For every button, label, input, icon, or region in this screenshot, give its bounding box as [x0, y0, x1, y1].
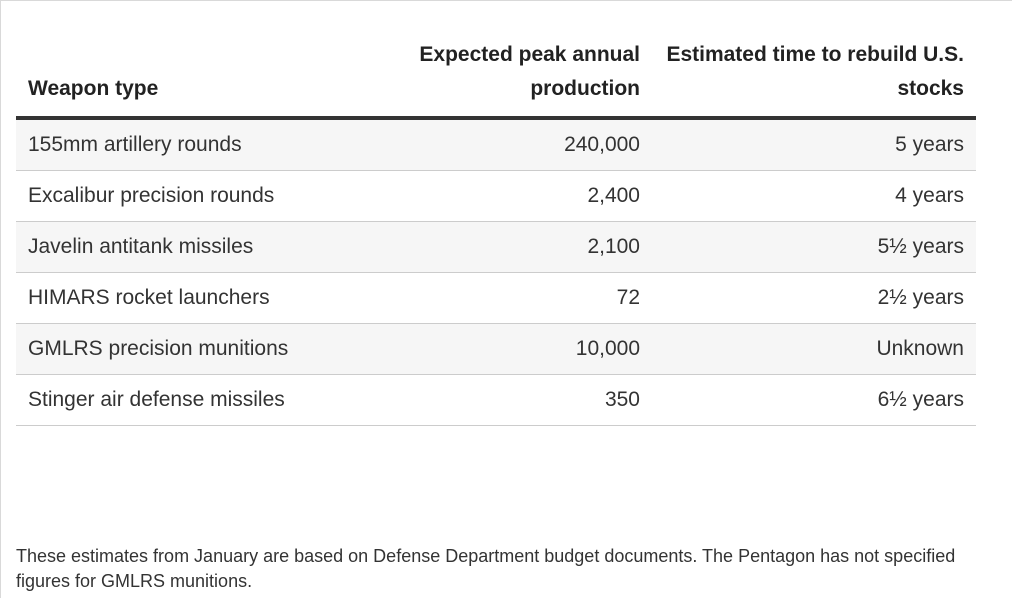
- column-header-weapon-type: Weapon type: [16, 30, 400, 120]
- table-row: Excalibur precision rounds 2,400 4 years: [16, 170, 976, 222]
- rebuild-cell: 2½ years: [652, 272, 976, 324]
- table-row: Stinger air defense missiles 350 6½ year…: [16, 374, 976, 426]
- production-cell: 2,100: [400, 221, 652, 273]
- production-cell: 240,000: [400, 118, 652, 171]
- column-header-rebuild-time: Estimated time to rebuild U.S. stocks: [652, 30, 976, 120]
- weapon-cell: Javelin antitank missiles: [16, 221, 400, 273]
- weapon-cell: HIMARS rocket launchers: [16, 272, 400, 324]
- rebuild-cell: 6½ years: [652, 374, 976, 426]
- frame-left-border: [0, 0, 1, 598]
- production-cell: 2,400: [400, 170, 652, 222]
- table-header-row: Weapon type Expected peak annual product…: [16, 30, 976, 120]
- footnote: These estimates from January are based o…: [16, 546, 956, 591]
- table-row: HIMARS rocket launchers 72 2½ years: [16, 272, 976, 324]
- weapon-cell: Stinger air defense missiles: [16, 374, 400, 426]
- column-header-peak-production: Expected peak annual production: [400, 30, 652, 120]
- production-cell: 350: [400, 374, 652, 426]
- rebuild-cell: Unknown: [652, 323, 976, 375]
- table-row: 155mm artillery rounds 240,000 5 years: [16, 118, 976, 171]
- production-cell: 72: [400, 272, 652, 324]
- data-table: Weapon type Expected peak annual product…: [16, 30, 976, 426]
- table-row: Javelin antitank missiles 2,100 5½ years: [16, 221, 976, 273]
- rebuild-cell: 5½ years: [652, 221, 976, 273]
- frame-top-border: [0, 0, 1012, 1]
- table-row: GMLRS precision munitions 10,000 Unknown: [16, 323, 976, 375]
- production-cell: 10,000: [400, 323, 652, 375]
- rebuild-cell: 5 years: [652, 118, 976, 171]
- weapon-cell: GMLRS precision munitions: [16, 323, 400, 375]
- weapon-cell: Excalibur precision rounds: [16, 170, 400, 222]
- weapon-cell: 155mm artillery rounds: [16, 118, 400, 171]
- rebuild-cell: 4 years: [652, 170, 976, 222]
